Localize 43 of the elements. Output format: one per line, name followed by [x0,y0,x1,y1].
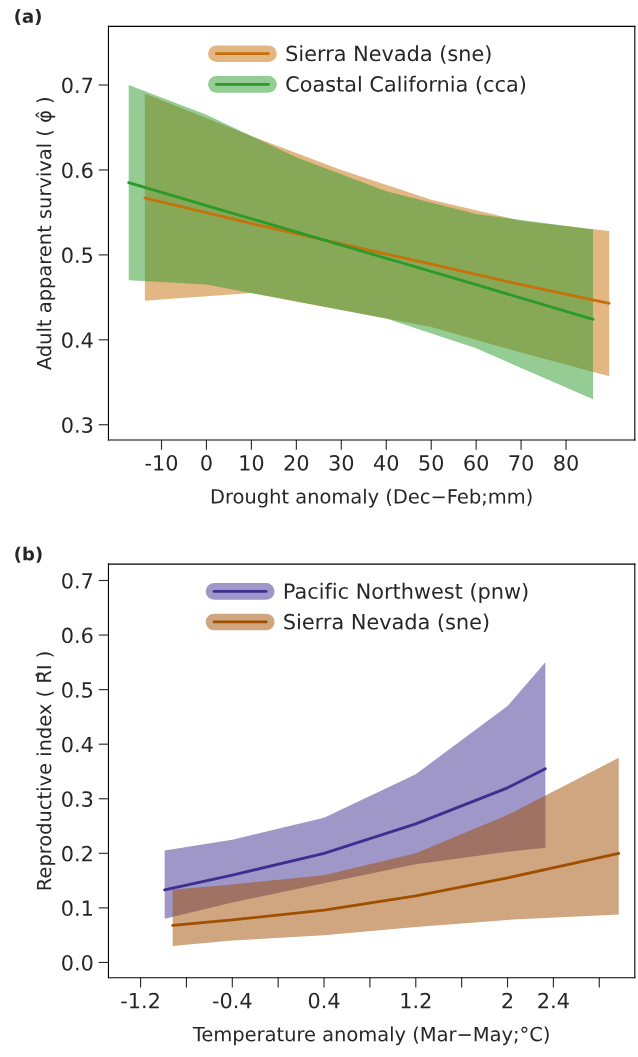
y-tick-label: 0.4 [62,332,93,349]
y-tick-label: 0.3 [62,791,93,807]
x-tick-label: 50 [419,454,444,471]
y-tick-label: 0.5 [62,247,93,264]
x-tick-label: -1.2 [121,992,159,1009]
y-tick-label: 0.3 [62,417,93,433]
y-tick-label: 0.2 [62,845,92,862]
x-tick-label: 30 [329,454,354,471]
legend-label: Pacific Northwest (pnw) [284,582,528,604]
y-tick-label: 0.5 [62,682,93,698]
y-tick-label: 0.0 [62,954,93,971]
legend-label: Sierra Nevada (sne) [284,613,489,633]
x-tick-label: 40 [374,454,399,471]
line-series [143,196,611,305]
y-tick-label: 0.7 [62,77,93,94]
x-tick-label: 20 [284,454,309,471]
legend-label: Sierra Nevada (sne) [286,45,491,64]
y-tick-label: 0.7 [62,572,93,589]
y-tick-label: 0.4 [62,736,93,753]
y-tick-label: 0.6 [62,162,93,179]
x-tick-label: 60 [464,454,489,471]
x-tick-label: 80 [554,454,578,471]
x-tick-label: -0.4 [213,992,252,1009]
x-tick-label: 1.2 [401,992,431,1009]
x-tick-label: 10 [240,454,264,471]
chart-title: (b) [15,546,42,563]
y-tick-label: 0.6 [62,627,93,644]
x-tick-label: 0.4 [308,992,340,1009]
line-series [127,181,595,321]
line-series [163,767,547,892]
chart-title: (a) [15,8,41,26]
x-axis-title: Temperature anomaly (Mar−May;°C) [192,1026,549,1046]
y-axis-title: Reproductive index ( R̂I ) [35,652,56,890]
x-tick-label: 2 [502,992,513,1009]
x-tick-label: 70 [509,454,533,471]
legend-label: Coastal California (cca) [286,75,526,95]
x-axis-title: Drought anomaly (Dec−Feb;mm) [211,488,532,508]
x-tick-label: 0 [201,454,212,471]
y-tick-label: 0.1 [62,900,92,917]
x-tick-label: 2.4 [538,992,569,1009]
y-axis-title: Adult apparent survival ( φ̂ ) [35,98,56,370]
x-tick-label: -10 [145,454,178,471]
line-series [171,851,621,927]
